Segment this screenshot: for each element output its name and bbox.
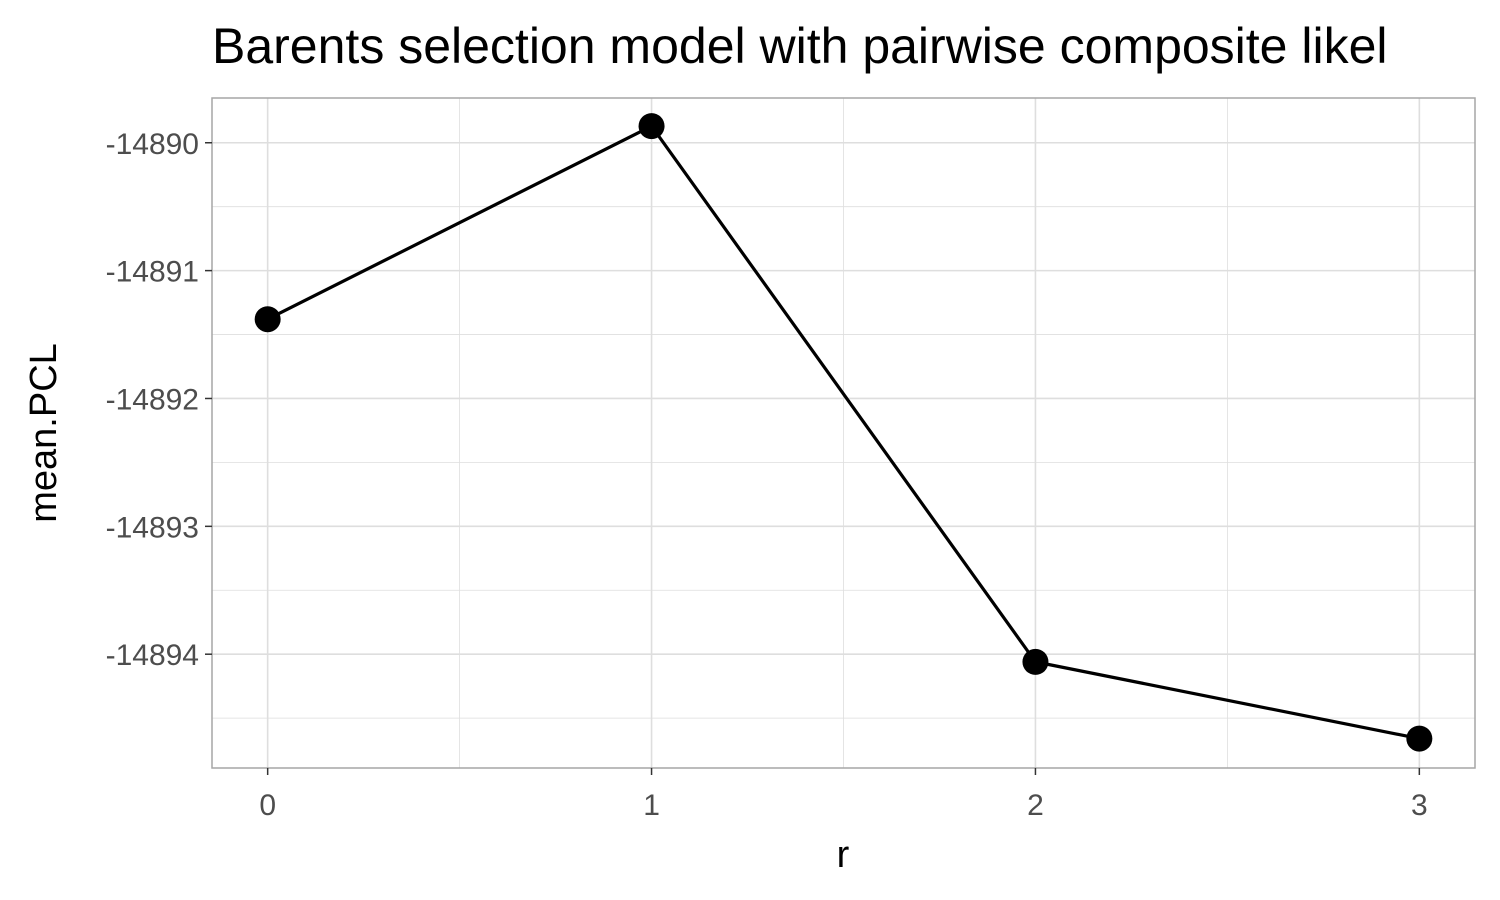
grid-major <box>212 98 1475 768</box>
panel-border <box>211 97 1476 769</box>
series-layer <box>254 113 1433 752</box>
data-point <box>254 306 281 333</box>
x-axis-ticks: 0 1 2 3 <box>259 768 1428 822</box>
series-line <box>266 124 1420 741</box>
y-tick-label: -14891 <box>106 256 199 289</box>
x-tick-label: 1 <box>643 789 660 822</box>
data-point <box>1022 648 1049 675</box>
x-tick-label: 0 <box>259 789 276 822</box>
data-point <box>638 113 665 140</box>
y-tick-label: -14894 <box>106 639 199 672</box>
chart-title: Barents selection model with pairwise co… <box>212 18 1388 74</box>
x-tick-label: 3 <box>1411 789 1428 822</box>
y-tick-label: -14893 <box>106 511 199 544</box>
grid-minor <box>212 98 1475 768</box>
y-tick-label: -14892 <box>106 383 199 416</box>
x-axis-title: r <box>837 834 850 876</box>
y-tick-label: -14890 <box>106 128 199 161</box>
data-point <box>1406 725 1433 752</box>
y-axis-title: mean.PCL <box>23 343 65 523</box>
y-axis-ticks: -14890 -14891 -14892 -14893 -14894 <box>106 128 212 672</box>
x-tick-label: 2 <box>1027 789 1044 822</box>
